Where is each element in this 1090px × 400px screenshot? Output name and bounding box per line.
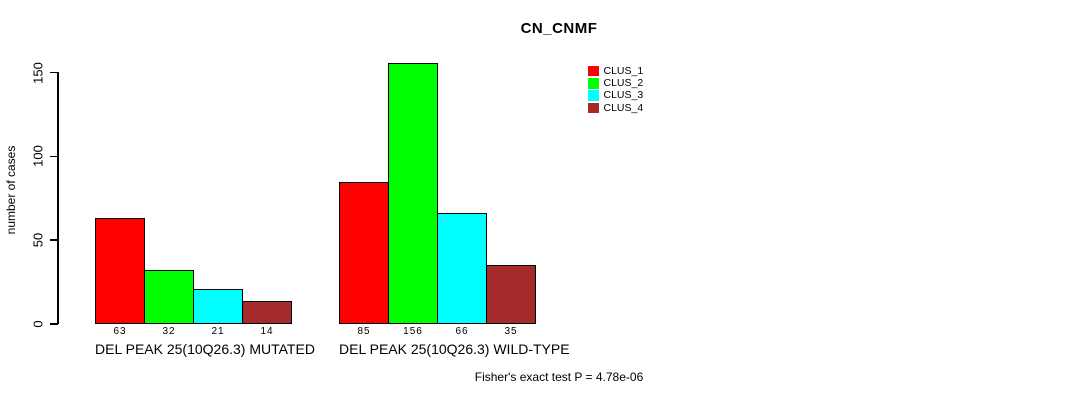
legend-entry: CLUS_1 — [588, 65, 643, 77]
fisher-test-annotation: Fisher's exact test P = 4.78e-06 — [474, 370, 644, 384]
legend-label: CLUS_4 — [603, 101, 644, 114]
chart-title: CN_CNMF — [520, 20, 598, 37]
legend-swatch-clus-3 — [588, 90, 599, 101]
legend-entry: CLUS_2 — [588, 77, 643, 89]
bar-clus_3-group1 — [193, 289, 243, 324]
bar-clus_2-group1 — [144, 270, 194, 324]
legend-label: CLUS_3 — [603, 89, 644, 102]
legend-label: CLUS_1 — [603, 64, 644, 77]
legend-label: CLUS_2 — [603, 76, 644, 89]
bar-value-label: 156 — [403, 326, 423, 337]
y-tick-label: 100 — [30, 145, 46, 168]
y-tick-label: 50 — [30, 232, 46, 248]
bar-value-label: 35 — [504, 326, 518, 337]
y-tick — [49, 71, 58, 74]
bar-clus_4-group1 — [242, 301, 292, 324]
y-tick — [49, 239, 58, 241]
bar-value-label: 66 — [455, 326, 469, 337]
group-label: DEL PEAK 25(10Q26.3) MUTATED — [95, 341, 315, 357]
bar-value-label: 14 — [260, 326, 274, 337]
legend-entry: CLUS_3 — [588, 90, 643, 102]
y-tick — [49, 323, 58, 325]
bar-clus_2-group2 — [388, 63, 438, 324]
y-axis-line — [57, 72, 59, 325]
bar-clus_3-group2 — [437, 213, 487, 324]
bar-value-label: 21 — [211, 326, 225, 337]
y-tick-label: 150 — [30, 61, 46, 84]
bar-clus_1-group2 — [339, 182, 389, 324]
y-axis-label: number of cases — [4, 145, 18, 235]
legend-entry: CLUS_4 — [588, 102, 643, 114]
bar-value-label: 63 — [113, 326, 127, 337]
legend-swatch-clus-4 — [588, 102, 599, 114]
y-tick-label: 0 — [30, 320, 46, 328]
y-tick — [49, 155, 58, 158]
group-label: DEL PEAK 25(10Q26.3) WILD-TYPE — [339, 341, 570, 357]
legend-swatch-clus-1 — [588, 65, 599, 77]
bar-clus_1-group1 — [95, 218, 145, 324]
bar-clus_4-group2 — [486, 265, 536, 324]
legend: CLUS_1 CLUS_2 CLUS_3 CLUS_4 — [588, 65, 643, 114]
legend-swatch-clus-2 — [588, 78, 599, 89]
bar-value-label: 85 — [357, 326, 371, 337]
bar-value-label: 32 — [162, 326, 176, 337]
